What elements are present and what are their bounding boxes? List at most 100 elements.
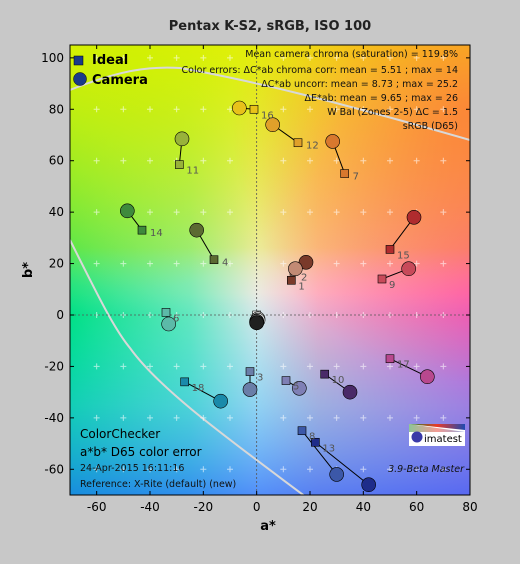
stats-line-5: W Bal (Zones 2-5) ΔC = 1.5 (327, 107, 458, 118)
grid-cross (360, 414, 367, 421)
grid-cross (280, 466, 287, 473)
ideal-marker (340, 169, 349, 178)
x-tick-label: 60 (409, 500, 424, 514)
camera-marker (298, 254, 314, 270)
camera-series (120, 100, 435, 493)
camera-marker (161, 316, 176, 332)
patch-label: 10 (332, 375, 345, 386)
logo-text: imatest (424, 434, 462, 445)
stats-block: Mean camera chroma (saturation) = 119.8%… (182, 49, 458, 132)
version-text: 3.9-Beta Master (388, 464, 465, 475)
patch-label: 14 (150, 228, 163, 239)
y-axis: 100 80 60 40 20 0 -20 -40 -60 (41, 51, 470, 476)
grid-cross (200, 466, 207, 473)
patch-label: 3 (257, 373, 263, 384)
patch-label: 7 (353, 172, 359, 183)
ideal-marker (311, 437, 320, 447)
grid-cross (93, 414, 100, 421)
grid-cross (413, 260, 420, 267)
grid-cross (173, 209, 180, 216)
patch-label: 12 (306, 141, 319, 152)
grid-cross (333, 209, 340, 216)
camera-marker (288, 261, 303, 277)
grid-cross (120, 363, 127, 370)
patch-label: 11 (186, 166, 199, 177)
grid-cross (333, 414, 340, 421)
camera-marker (325, 134, 340, 149)
x-tick-label: 0 (253, 500, 261, 514)
grid-cross (227, 363, 233, 370)
grid-cross (120, 260, 127, 267)
patch-label: 18 (192, 383, 205, 394)
x-tick-label: 40 (356, 500, 371, 514)
camera-marker (174, 131, 190, 147)
grid-cross (173, 363, 180, 370)
x-tick-label: -60 (87, 500, 107, 514)
legend: Ideal Camera (73, 53, 148, 88)
grid-cross (147, 209, 153, 216)
camera-marker (120, 203, 135, 219)
ideal-marker (180, 377, 189, 387)
grid-cross (200, 209, 207, 216)
ideal-marker (161, 308, 171, 317)
grid-cross (413, 54, 420, 61)
legend-camera-label: Camera (92, 73, 148, 88)
grid-cross (173, 106, 180, 113)
grid-cross (307, 414, 313, 421)
stats-line-3: ΔC*ab uncorr: mean = 8.73 ; max = 25.2 (261, 79, 458, 90)
patch-label: 8 (309, 432, 315, 443)
info-block: ColorChecker a*b* D65 color error 24-Apr… (80, 427, 236, 490)
grid-cross (440, 106, 447, 113)
x-tick-label: -40 (140, 500, 160, 514)
camera-marker (292, 380, 307, 396)
grid-cross (200, 54, 207, 61)
grid-cross (360, 363, 367, 370)
legend-ideal-label: Ideal (92, 53, 128, 68)
grid-cross (360, 157, 367, 164)
x-axis: -60 -40 -20 0 20 40 60 80 (87, 45, 478, 514)
grid-cross (333, 363, 340, 370)
y-tick-label: 60 (49, 154, 64, 168)
grid-cross (280, 363, 287, 370)
y-tick-label: 100 (41, 51, 64, 65)
gamut-boundary (70, 66, 470, 141)
grid-cross (200, 157, 207, 164)
patch-label: 9 (389, 280, 395, 291)
camera-marker (361, 477, 376, 493)
x-tick-label: 80 (462, 500, 477, 514)
grid-cross (360, 466, 367, 473)
y-tick-label: -20 (44, 359, 64, 373)
grid-cross (360, 54, 367, 61)
info-line-3: 24-Apr-2015 16:11:16 (80, 463, 184, 474)
grid-cross (93, 106, 100, 113)
grid-cross (120, 466, 127, 473)
camera-marker (242, 382, 258, 397)
imatest-logo: imatest (409, 424, 465, 446)
info-line-1: ColorChecker (80, 427, 160, 441)
grid-cross (307, 466, 313, 473)
grid-cross (173, 466, 180, 473)
grid-cross (173, 54, 180, 61)
grid-cross (280, 414, 287, 421)
grid-cross (227, 54, 233, 61)
grid-cross (173, 414, 180, 421)
logo-ball-icon (411, 431, 423, 443)
grid-cross (440, 414, 447, 421)
grid-cross (387, 363, 393, 370)
y-tick-label: 40 (49, 205, 64, 219)
grid-cross (93, 157, 100, 164)
grid-cross (147, 157, 153, 164)
ideal-marker (385, 245, 395, 254)
grid-cross (93, 54, 100, 61)
ideal-marker (297, 426, 307, 436)
grid-cross (280, 54, 287, 61)
grid-cross (93, 466, 100, 473)
x-axis-label: a* (260, 519, 276, 534)
grid-cross (440, 466, 447, 473)
ideal-marker (137, 225, 147, 235)
grid-cross (120, 54, 127, 61)
grid-cross (147, 54, 153, 61)
grid-cross (280, 260, 287, 267)
camera-marker (329, 467, 344, 482)
error-connector (315, 441, 369, 486)
